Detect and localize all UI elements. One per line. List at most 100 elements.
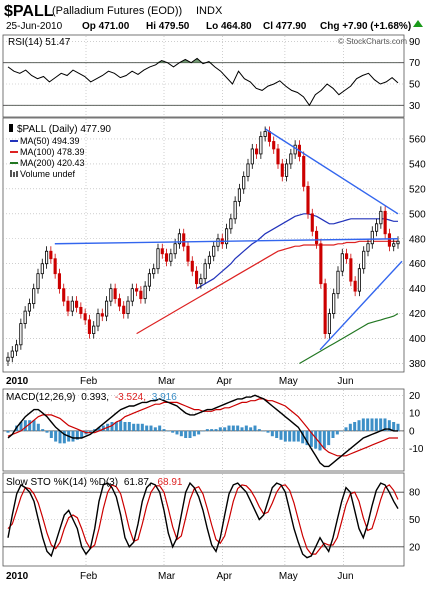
candle-body	[71, 301, 73, 311]
macd-histogram-bar	[150, 426, 153, 431]
macd-histogram-bar	[124, 422, 127, 431]
macd-histogram-bar	[215, 429, 218, 431]
candle-body	[45, 251, 47, 263]
candle-body	[131, 289, 133, 301]
candle-body	[144, 286, 146, 298]
macd-histogram-bar	[271, 431, 274, 436]
macd-histogram-bar	[158, 426, 161, 431]
date-axis-bottom-tick-label: Jun	[337, 571, 353, 582]
candle-body	[183, 234, 185, 246]
rsi-y-tick-label: 30	[409, 101, 421, 112]
candle-body	[153, 269, 155, 274]
candle-body	[341, 254, 343, 271]
macd-histogram-bar	[132, 424, 135, 431]
macd-histogram-bar	[245, 426, 248, 431]
macd-histogram-bar	[319, 431, 322, 451]
candle-body	[217, 239, 219, 246]
macd-histogram-bar	[24, 420, 27, 431]
candle-body	[157, 249, 159, 269]
candle-body	[191, 261, 193, 271]
candle-body	[20, 324, 22, 345]
candle-body	[41, 264, 43, 274]
macd-histogram-bar	[371, 418, 374, 430]
candle-body	[127, 301, 129, 313]
macd-histogram-bar	[297, 431, 300, 442]
rsi-legend: RSI(14) 51.47	[8, 37, 71, 48]
candle-body	[15, 345, 17, 351]
macd-histogram-bar	[262, 431, 265, 432]
candle-body	[384, 211, 386, 233]
candle-body	[63, 289, 65, 301]
macd-y-tick-label: 20	[409, 391, 421, 402]
candle-body	[140, 291, 142, 298]
macd-legend-histogram: 3.916	[152, 392, 177, 403]
candle-body	[397, 241, 399, 243]
up-arrow-icon	[413, 20, 423, 27]
macd-histogram-bar	[141, 424, 144, 431]
macd-legend-macd: 0.393,	[81, 392, 109, 403]
price-y-tick-label: 460	[409, 259, 426, 270]
candle-body	[230, 219, 232, 229]
candle-body	[345, 254, 347, 259]
candle-body	[238, 189, 240, 201]
macd-histogram-bar	[275, 431, 278, 438]
date-axis-middle-tick-label: 2010	[6, 376, 29, 387]
macd-histogram-bar	[210, 429, 213, 431]
stochastic-y-tick-label: 20	[409, 542, 421, 553]
rsi-y-tick-label: 50	[409, 80, 421, 91]
date-axis-middle-tick-label: Mar	[158, 376, 176, 387]
macd-histogram-bar	[128, 422, 131, 431]
candle-body	[337, 271, 339, 293]
macd-histogram-bar	[353, 422, 356, 431]
macd-histogram-bar	[323, 431, 326, 449]
macd-histogram-bar	[197, 431, 200, 435]
price-y-tick-label: 500	[409, 209, 426, 220]
macd-histogram-bar	[206, 429, 209, 431]
price-y-tick-label: 400	[409, 334, 426, 345]
macd-histogram-bar	[241, 427, 244, 431]
candle-body	[303, 156, 305, 186]
macd-histogram-bar	[379, 418, 382, 430]
candle-body	[333, 294, 335, 314]
macd-histogram-bar	[293, 431, 296, 442]
macd-histogram-bar	[171, 431, 174, 433]
candle-body	[273, 141, 275, 148]
candle-body	[388, 234, 390, 246]
candle-body	[234, 201, 236, 218]
price-y-tick-label: 380	[409, 359, 426, 370]
date-axis-bottom-tick-label: 2010	[6, 571, 29, 582]
macd-histogram-bar	[50, 431, 53, 438]
date-axis-middle-tick-label: Feb	[80, 376, 98, 387]
date-axis-middle-tick-label: Apr	[217, 376, 233, 387]
candle-body	[393, 244, 395, 246]
candle-body	[110, 289, 112, 301]
macd-histogram-bar	[258, 429, 261, 431]
candle-body	[208, 256, 210, 263]
candle-body	[243, 176, 245, 188]
candle-body	[358, 269, 360, 291]
candle-body	[213, 246, 215, 256]
macd-legend-label: MACD(12,26,9)	[6, 392, 75, 403]
macd-histogram-bar	[288, 431, 291, 442]
macd-histogram-bar	[345, 427, 348, 431]
macd-histogram-bar	[375, 418, 378, 430]
candle-body	[93, 326, 95, 333]
candle-body	[118, 299, 120, 306]
macd-histogram-bar	[223, 427, 226, 431]
macd-histogram-bar	[327, 431, 330, 445]
stochastic-legend-k: 61.87,	[124, 477, 152, 488]
candle-body	[354, 281, 356, 291]
candle-body	[367, 244, 369, 251]
date-axis-bottom-tick-label: May	[279, 571, 298, 582]
stochastic-y-tick-label: 50	[409, 515, 421, 526]
candle-body	[50, 251, 52, 258]
macd-histogram-bar	[340, 431, 343, 432]
macd-histogram-bar	[184, 431, 187, 438]
date-axis-bottom-tick-label: Apr	[217, 571, 233, 582]
candle-body	[350, 259, 352, 281]
macd-y-tick-label: 10	[409, 409, 421, 420]
candle-body	[251, 149, 253, 164]
